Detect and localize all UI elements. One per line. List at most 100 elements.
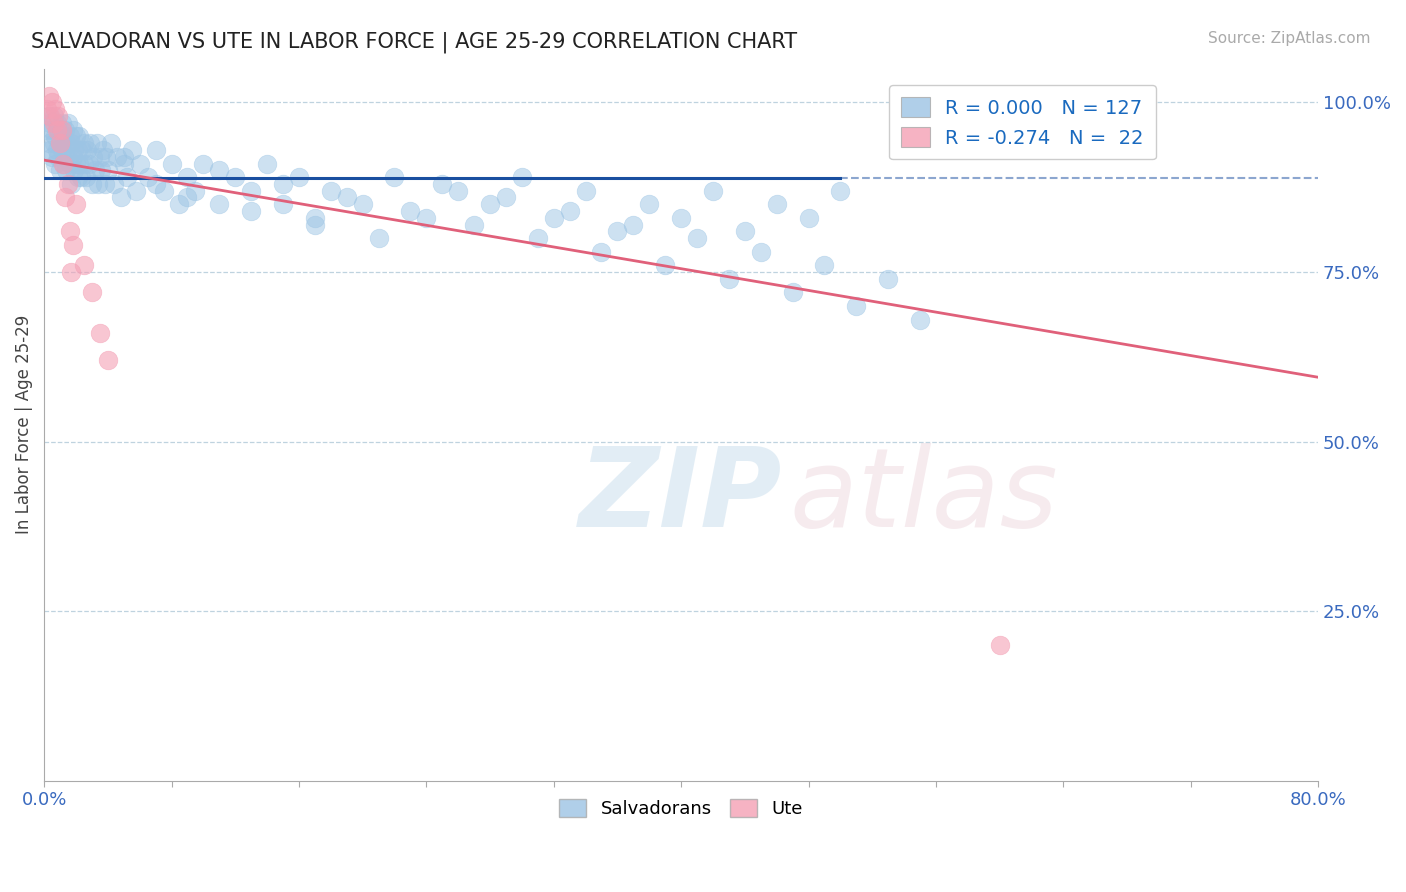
- Point: [193, 156, 215, 170]
- Point: [80, 285, 103, 300]
- Point: [52, 129, 75, 144]
- Point: [41, 95, 63, 110]
- Point: [67, 156, 90, 170]
- Point: [686, 231, 709, 245]
- Point: [55, 136, 77, 150]
- Point: [319, 184, 342, 198]
- Point: [432, 177, 454, 191]
- Text: atlas: atlas: [789, 442, 1059, 549]
- Point: [463, 218, 485, 232]
- Point: [60, 136, 83, 150]
- Point: [65, 129, 87, 144]
- Point: [479, 197, 502, 211]
- Point: [702, 184, 724, 198]
- Point: [37, 122, 59, 136]
- Y-axis label: In Labor Force | Age 25-29: In Labor Force | Age 25-29: [15, 315, 32, 534]
- Point: [367, 231, 389, 245]
- Point: [38, 109, 60, 123]
- Point: [208, 197, 231, 211]
- Point: [136, 170, 159, 185]
- Point: [176, 170, 198, 185]
- Point: [51, 143, 73, 157]
- Point: [606, 224, 628, 238]
- Point: [574, 184, 596, 198]
- Point: [72, 143, 94, 157]
- Point: [58, 129, 80, 144]
- Point: [48, 150, 70, 164]
- Point: [66, 143, 89, 157]
- Point: [336, 190, 359, 204]
- Point: [797, 211, 820, 225]
- Point: [62, 122, 84, 136]
- Point: [271, 197, 294, 211]
- Point: [87, 177, 110, 191]
- Point: [96, 150, 118, 164]
- Point: [224, 170, 246, 185]
- Point: [97, 353, 120, 368]
- Point: [352, 197, 374, 211]
- Point: [41, 150, 63, 164]
- Point: [638, 197, 661, 211]
- Text: ZIP: ZIP: [579, 442, 783, 549]
- Point: [39, 109, 62, 123]
- Point: [60, 265, 83, 279]
- Point: [765, 197, 787, 211]
- Point: [447, 184, 470, 198]
- Point: [42, 109, 65, 123]
- Point: [988, 638, 1011, 652]
- Point: [79, 136, 101, 150]
- Point: [65, 156, 87, 170]
- Point: [44, 156, 66, 170]
- Point: [105, 150, 128, 164]
- Point: [48, 122, 70, 136]
- Point: [782, 285, 804, 300]
- Point: [558, 204, 581, 219]
- Point: [288, 170, 311, 185]
- Point: [145, 177, 167, 191]
- Point: [37, 102, 59, 116]
- Point: [49, 136, 72, 150]
- Point: [60, 177, 83, 191]
- Point: [75, 170, 97, 185]
- Point: [304, 211, 326, 225]
- Point: [42, 116, 65, 130]
- Point: [69, 170, 91, 185]
- Point: [734, 224, 756, 238]
- Point: [86, 136, 108, 150]
- Point: [52, 156, 75, 170]
- Point: [591, 244, 613, 259]
- Point: [73, 258, 96, 272]
- Point: [62, 150, 84, 164]
- Point: [44, 129, 66, 144]
- Point: [51, 116, 73, 130]
- Point: [908, 312, 931, 326]
- Point: [240, 184, 263, 198]
- Point: [53, 190, 76, 204]
- Point: [830, 184, 852, 198]
- Point: [160, 156, 183, 170]
- Point: [91, 143, 114, 157]
- Point: [112, 150, 135, 164]
- Point: [38, 88, 60, 103]
- Point: [56, 177, 79, 191]
- Point: [73, 136, 96, 150]
- Point: [510, 170, 533, 185]
- Point: [80, 177, 103, 191]
- Point: [58, 224, 80, 238]
- Point: [73, 156, 96, 170]
- Point: [38, 136, 60, 150]
- Point: [813, 258, 835, 272]
- Point: [543, 211, 565, 225]
- Point: [53, 150, 76, 164]
- Point: [65, 197, 87, 211]
- Point: [82, 150, 104, 164]
- Point: [100, 136, 122, 150]
- Point: [77, 156, 100, 170]
- Point: [55, 163, 77, 178]
- Point: [89, 326, 111, 340]
- Point: [115, 170, 138, 185]
- Point: [93, 177, 115, 191]
- Point: [89, 150, 111, 164]
- Point: [42, 136, 65, 150]
- Point: [176, 190, 198, 204]
